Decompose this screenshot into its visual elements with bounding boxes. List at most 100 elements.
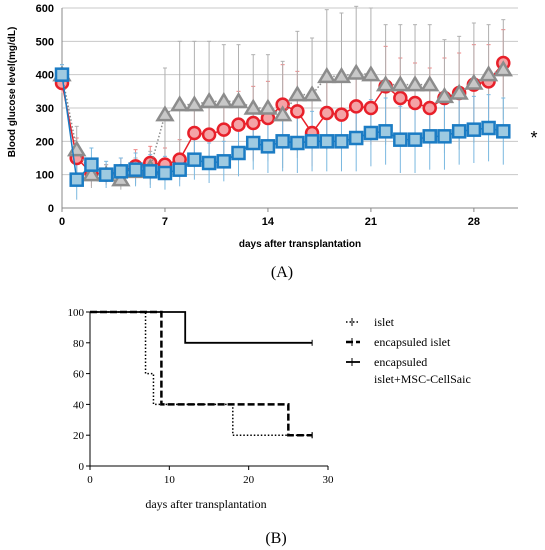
data-point xyxy=(243,98,263,115)
data-point xyxy=(319,134,335,149)
y-tick-label: 400 xyxy=(36,70,54,82)
data-point xyxy=(258,98,278,115)
panel-b-caption: (B) xyxy=(265,530,286,547)
data-point xyxy=(393,90,408,106)
data-point xyxy=(434,86,455,104)
panel-a: 0 100 200 300 400 500 600 0 7 14 21 28 Blood gluco… xyxy=(7,3,538,281)
data-point xyxy=(69,172,84,187)
data-point xyxy=(84,157,99,172)
y-tick-label: 600 xyxy=(36,3,54,15)
data-point xyxy=(128,162,143,177)
data-point xyxy=(275,134,290,149)
blue-series xyxy=(54,67,511,187)
y-tick-label: 200 xyxy=(36,136,54,148)
y-tick-label: 100 xyxy=(36,170,54,182)
legend-label: encapsuled islet xyxy=(374,335,451,349)
data-point xyxy=(407,132,423,147)
panel-a-y-tick-labels: 0 100 200 300 400 500 600 xyxy=(36,3,54,215)
data-point xyxy=(451,124,467,139)
panel-a-caption: (A) xyxy=(271,264,293,281)
data-point xyxy=(201,155,217,171)
panel-a-y-axis-label: Blood glucose level(mg/dL) xyxy=(7,27,18,158)
panel-a-gridlines xyxy=(62,7,518,176)
y-tick-label: 0 xyxy=(48,203,54,215)
panel-a-x-tick-labels: 0 7 14 21 28 xyxy=(59,208,480,228)
data-point xyxy=(184,95,205,112)
survival-curve-dashed xyxy=(90,310,313,437)
data-point xyxy=(81,165,102,182)
data-point xyxy=(334,134,349,149)
data-point xyxy=(331,66,352,84)
panel-a-series xyxy=(52,5,513,200)
data-point xyxy=(361,65,381,82)
x-tick-label: 21 xyxy=(365,216,377,228)
data-point xyxy=(317,66,337,84)
data-point xyxy=(245,135,261,151)
data-point xyxy=(290,104,305,119)
y-tick-label: 500 xyxy=(36,36,54,48)
data-point xyxy=(437,129,452,144)
data-point xyxy=(493,60,513,77)
x-tick-label: 0 xyxy=(59,216,65,228)
panel-b-legend: islet encapsuled islet encapsuled islet+MSC… xyxy=(346,315,471,386)
y-tick-label: 300 xyxy=(36,103,54,115)
legend-label: islet+MSC-CellSaic xyxy=(374,372,471,386)
data-point xyxy=(172,162,187,177)
x-tick-label: 30 xyxy=(323,474,335,486)
data-point xyxy=(464,73,484,90)
data-point xyxy=(319,105,335,121)
data-point xyxy=(187,125,202,141)
x-tick-label: 10 xyxy=(164,474,176,486)
data-point xyxy=(187,152,202,167)
data-point xyxy=(231,117,246,132)
panel-b-x-axis-label: days after transplantation xyxy=(145,497,266,511)
data-point xyxy=(143,164,158,179)
panel-b-series xyxy=(90,310,313,439)
data-point xyxy=(478,65,499,82)
data-point xyxy=(393,132,408,147)
y-tick-label: 100 xyxy=(68,307,85,319)
data-point xyxy=(155,105,175,122)
data-point xyxy=(54,67,70,82)
panel-a-x-axis-label: days after transplantation xyxy=(239,239,361,250)
x-tick-label: 7 xyxy=(162,216,168,228)
data-point xyxy=(260,139,276,154)
data-point xyxy=(405,75,425,92)
data-point xyxy=(245,115,261,131)
data-point xyxy=(98,167,114,182)
data-point xyxy=(304,134,320,149)
data-point xyxy=(363,100,379,116)
data-point xyxy=(422,129,437,144)
x-tick-label: 0 xyxy=(87,474,93,486)
data-point xyxy=(214,91,234,109)
x-tick-label: 28 xyxy=(468,216,480,228)
data-point xyxy=(390,75,411,92)
data-point xyxy=(111,170,131,187)
x-tick-label: 14 xyxy=(262,216,275,228)
legend-label: islet xyxy=(374,315,395,329)
y-tick-label: 20 xyxy=(73,430,85,442)
data-point xyxy=(348,99,364,114)
y-tick-label: 0 xyxy=(79,461,85,473)
data-point xyxy=(363,125,379,141)
legend-label: encapsuled xyxy=(374,355,427,369)
y-tick-label: 40 xyxy=(73,399,85,411)
data-point xyxy=(290,135,305,151)
panel-b-x-tick-labels: 0 10 20 30 xyxy=(87,466,334,486)
data-point xyxy=(228,91,249,109)
y-tick-label: 80 xyxy=(73,338,85,350)
significance-mark: * xyxy=(530,128,537,148)
data-point xyxy=(346,63,366,80)
data-point xyxy=(378,124,393,139)
data-point xyxy=(231,145,246,161)
data-point xyxy=(407,95,423,111)
data-point xyxy=(216,154,232,169)
y-tick-label: 60 xyxy=(73,369,85,381)
data-point xyxy=(169,95,190,112)
panel-b: 0 20 40 60 80 100 0 10 20 30 islet encapsuled isl… xyxy=(68,307,471,547)
data-point xyxy=(302,85,322,102)
data-point xyxy=(272,105,293,122)
data-point xyxy=(199,91,219,109)
survival-curve-dotted xyxy=(90,311,313,436)
